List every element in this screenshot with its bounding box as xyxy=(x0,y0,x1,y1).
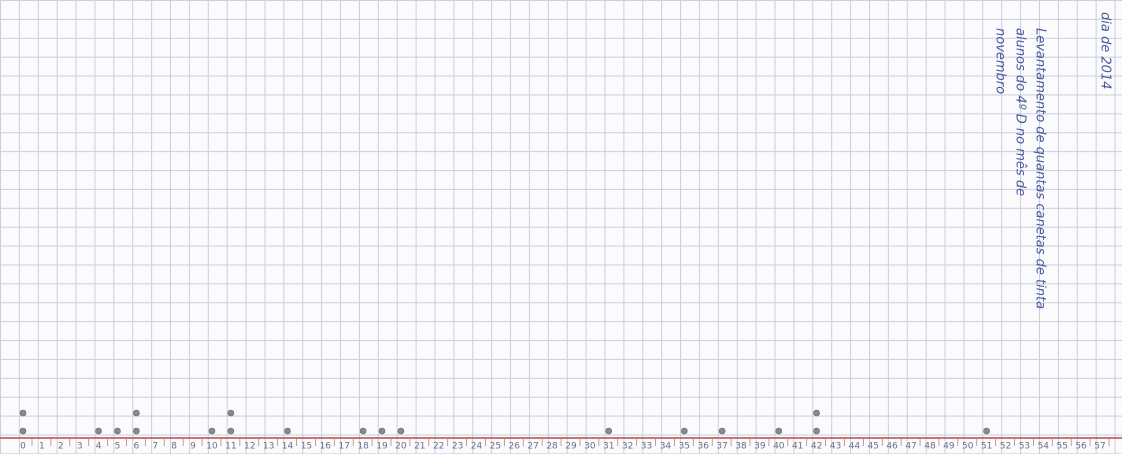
x-tick-label: 53 xyxy=(1019,442,1030,452)
x-tick-label: 39 xyxy=(754,442,766,452)
x-tick-label: 52 xyxy=(1000,442,1011,452)
dot xyxy=(813,427,820,435)
x-tick-label: 25 xyxy=(490,442,501,452)
x-tick-label: 23 xyxy=(452,442,463,452)
dot xyxy=(681,427,688,435)
x-tick-label: 9 xyxy=(190,442,196,452)
x-tick-label: 27 xyxy=(527,442,538,452)
title-line: alunos do 4º D no mês de xyxy=(1013,28,1028,196)
dot xyxy=(19,427,27,435)
x-tick-label: 2 xyxy=(58,442,64,452)
dot xyxy=(208,427,216,435)
title-line: Levantamento de quantas canetas de tinta xyxy=(1033,28,1048,309)
dot xyxy=(813,409,820,417)
x-tick-label: 44 xyxy=(849,442,861,452)
x-tick-label: 22 xyxy=(433,442,444,452)
x-tick-label: 30 xyxy=(584,442,596,452)
x-tick-label: 56 xyxy=(1075,442,1087,452)
x-tick-label: 45 xyxy=(868,442,879,452)
dot xyxy=(227,409,235,417)
x-tick-label: 5 xyxy=(115,442,121,452)
dot xyxy=(284,427,291,435)
dot xyxy=(359,427,367,435)
title-line: novembro xyxy=(993,28,1008,94)
x-tick-label: 3 xyxy=(77,442,83,452)
dot xyxy=(378,427,386,435)
dot xyxy=(775,427,783,435)
x-tick-label: 7 xyxy=(152,442,158,452)
x-tick-label: 46 xyxy=(886,442,898,452)
date: dia de 2014 xyxy=(1098,12,1113,89)
dot xyxy=(983,427,990,435)
x-tick-label: 6 xyxy=(134,442,140,452)
x-tick-label: 49 xyxy=(943,442,955,452)
x-tick-label: 8 xyxy=(171,442,177,452)
x-tick-label: 0 xyxy=(20,442,26,452)
x-tick-label: 51 xyxy=(981,442,992,452)
title: Levantamento de quantas canetas de tinta… xyxy=(993,28,1048,309)
x-tick-label: 33 xyxy=(641,442,652,452)
x-tick-label: 13 xyxy=(263,442,274,452)
x-tick-label: 40 xyxy=(773,442,785,452)
x-tick-label: 41 xyxy=(792,442,803,452)
dot xyxy=(133,427,140,435)
x-tick-label: 37 xyxy=(716,442,727,452)
x-tick-label: 21 xyxy=(414,442,425,452)
x-tick-label: 35 xyxy=(679,442,690,452)
x-tick-label: 16 xyxy=(320,442,332,452)
x-tick-label: 19 xyxy=(376,442,388,452)
dot xyxy=(133,409,140,417)
dot xyxy=(718,427,726,435)
x-tick-label: 34 xyxy=(660,442,672,452)
x-tick-label: 17 xyxy=(338,442,349,452)
x-tick-label: 55 xyxy=(1056,442,1067,452)
x-tick-label: 42 xyxy=(811,442,822,452)
x-tick-label: 31 xyxy=(603,442,614,452)
x-tick-label: 29 xyxy=(565,442,577,452)
dot xyxy=(19,409,27,417)
x-tick-label: 50 xyxy=(962,442,974,452)
dot xyxy=(227,427,235,435)
x-tick-label: 4 xyxy=(96,442,102,452)
x-tick-label: 20 xyxy=(395,442,407,452)
x-tick-label: 26 xyxy=(509,442,521,452)
x-tick-label: 36 xyxy=(697,442,709,452)
x-tick-label: 54 xyxy=(1038,442,1050,452)
x-tick-label: 18 xyxy=(357,442,369,452)
x-tick-label: 47 xyxy=(905,442,916,452)
x-tick-label: 1 xyxy=(39,442,45,452)
x-tick-label: 12 xyxy=(244,442,255,452)
x-tick-label: 24 xyxy=(471,442,483,452)
x-tick-label: 11 xyxy=(225,442,236,452)
x-tick-label: 10 xyxy=(206,442,218,452)
x-tick-label: 14 xyxy=(282,442,294,452)
dot xyxy=(95,427,102,435)
dot xyxy=(397,427,405,435)
x-tick-label: 15 xyxy=(301,442,312,452)
x-tick-label: 32 xyxy=(622,442,633,452)
x-tick-label: 48 xyxy=(924,442,936,452)
x-tick-label: 28 xyxy=(546,442,558,452)
x-tick-label: 43 xyxy=(830,442,841,452)
x-tick-label: 38 xyxy=(735,442,747,452)
dot xyxy=(114,427,121,435)
dot xyxy=(605,427,613,435)
x-tick-label: 57 xyxy=(1094,442,1105,452)
